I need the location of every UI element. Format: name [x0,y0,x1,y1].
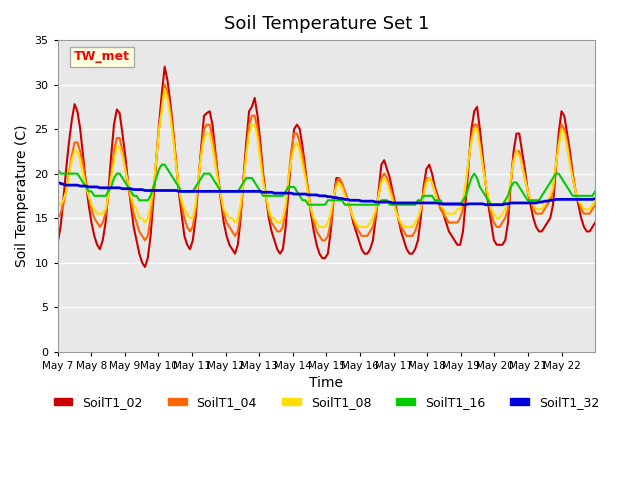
SoilT1_16 [118,175,126,181]
SoilT1_16 [397,202,405,208]
SoilT1_02 [276,251,284,256]
Line: SoilT1_02: SoilT1_02 [58,67,595,267]
SoilT1_08 [161,86,168,92]
Line: SoilT1_32: SoilT1_32 [58,182,595,205]
Legend: SoilT1_02, SoilT1_04, SoilT1_08, SoilT1_16, SoilT1_32: SoilT1_02, SoilT1_04, SoilT1_08, SoilT1_… [49,391,604,414]
Text: TW_met: TW_met [74,50,130,63]
SoilT1_08 [279,215,287,221]
SoilT1_16 [330,197,337,203]
SoilT1_16 [54,166,61,172]
SoilT1_16 [158,162,166,168]
SoilT1_04 [397,224,405,230]
SoilT1_32 [392,200,399,206]
SoilT1_04 [330,197,337,203]
SoilT1_02 [118,131,126,136]
SoilT1_04 [161,82,168,87]
SoilT1_04 [366,228,374,234]
SoilT1_04 [282,206,289,212]
Y-axis label: Soil Temperature (C): Soil Temperature (C) [15,125,29,267]
SoilT1_08 [397,220,405,226]
SoilT1_04 [141,238,148,243]
Line: SoilT1_08: SoilT1_08 [58,89,595,227]
SoilT1_32 [324,194,332,200]
SoilT1_02 [141,264,148,270]
SoilT1_08 [118,153,126,159]
SoilT1_04 [276,228,284,234]
Line: SoilT1_16: SoilT1_16 [58,165,595,205]
SoilT1_08 [54,202,61,208]
X-axis label: Time: Time [310,376,344,390]
SoilT1_32 [271,190,278,196]
SoilT1_08 [330,193,337,199]
SoilT1_32 [360,198,368,204]
SoilT1_02 [282,224,289,230]
SoilT1_08 [591,197,599,203]
SoilT1_04 [54,215,61,221]
SoilT1_16 [366,202,374,208]
SoilT1_16 [279,193,287,199]
SoilT1_02 [330,197,337,203]
SoilT1_02 [161,64,168,70]
SoilT1_32 [276,190,284,196]
SoilT1_02 [397,228,405,234]
SoilT1_08 [273,220,281,226]
SoilT1_16 [591,189,599,194]
SoilT1_02 [54,240,61,246]
SoilT1_02 [591,220,599,226]
SoilT1_04 [591,202,599,208]
Line: SoilT1_04: SoilT1_04 [58,84,595,240]
SoilT1_32 [591,196,599,202]
SoilT1_04 [118,148,126,154]
SoilT1_02 [366,246,374,252]
Title: Soil Temperature Set 1: Soil Temperature Set 1 [224,15,429,33]
SoilT1_16 [305,202,312,208]
SoilT1_32 [54,180,61,185]
SoilT1_32 [118,186,126,192]
SoilT1_16 [273,193,281,199]
SoilT1_32 [459,202,467,208]
SoilT1_08 [366,220,374,226]
SoilT1_08 [316,224,323,230]
